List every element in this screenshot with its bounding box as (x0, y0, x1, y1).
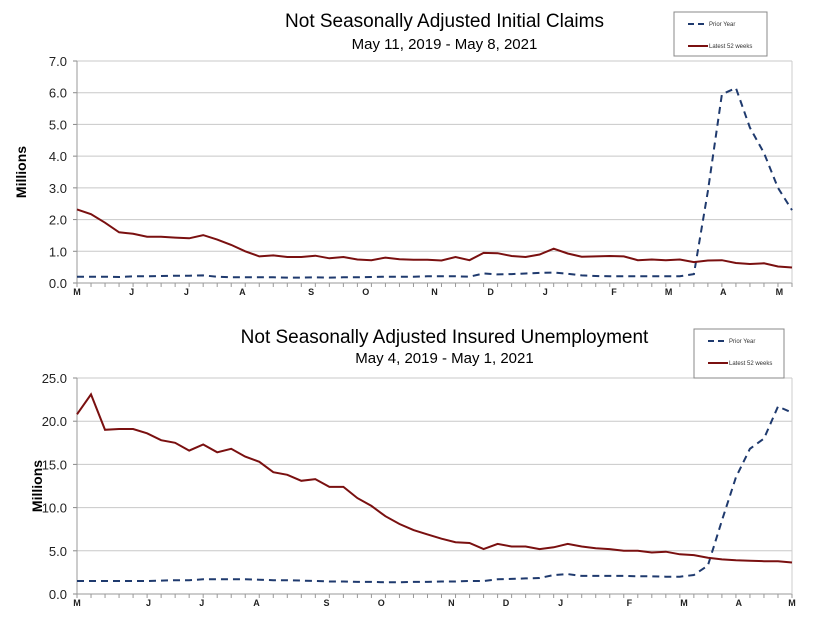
x-tick-label: A (735, 598, 742, 608)
y-tick-label: 6.0 (49, 86, 67, 101)
x-tick-label: N (448, 598, 455, 608)
legend-box (693, 328, 785, 379)
x-tick-label: M (680, 598, 688, 608)
x-tick-label: A (720, 287, 727, 297)
legend-box (673, 11, 768, 57)
legend-label: Prior Year (729, 339, 755, 345)
x-tick-label: M (73, 598, 81, 608)
x-tick-label: O (378, 598, 385, 608)
y-tick-label: 0.0 (49, 587, 67, 602)
y-tick-label: 15.0 (42, 457, 67, 472)
x-tick-label: M (788, 598, 796, 608)
series-line-prior-year (77, 405, 793, 584)
x-tick-label: J (543, 287, 548, 297)
x-tick-label: F (611, 287, 617, 297)
x-tick-label: F (627, 598, 633, 608)
y-tick-label: 2.0 (49, 213, 67, 228)
x-tick-label: N (431, 287, 438, 297)
chart-2: Not Seasonally Adjusted Insured Unemploy… (29, 327, 796, 608)
x-tick-label: J (129, 287, 134, 297)
legend: Prior Year Latest 52 weeks (673, 11, 768, 57)
y-tick-label: 25.0 (42, 371, 67, 386)
x-tick-label: A (239, 287, 246, 297)
y-tick-label: 3.0 (49, 181, 67, 196)
chart-subtitle: May 11, 2019 - May 8, 2021 (352, 36, 538, 53)
y-tick-label: 10.0 (42, 501, 67, 516)
x-tick-label: M (776, 287, 784, 297)
x-tick-label: D (487, 287, 494, 297)
x-tick-label: O (362, 287, 369, 297)
series-line-latest-52-weeks (76, 208, 793, 269)
x-tick-label: J (184, 287, 189, 297)
x-tick-label: S (308, 287, 314, 297)
x-tick-label: A (253, 598, 260, 608)
chart-1: Not Seasonally Adjusted Initial Claims Ma… (13, 11, 793, 297)
chart-title: Not Seasonally Adjusted Insured Unemploy… (241, 327, 649, 348)
y-tick-label: 5.0 (49, 544, 67, 559)
legend-label: Latest 52 weeks (729, 361, 772, 367)
x-tick-label: J (199, 598, 204, 608)
legend-label: Latest 52 weeks (709, 44, 752, 50)
legend: Prior Year Latest 52 weeks (693, 328, 785, 379)
y-axis-label: Millions (13, 146, 29, 198)
chart-subtitle: May 4, 2019 - May 1, 2021 (355, 350, 533, 367)
y-tick-label: 4.0 (49, 149, 67, 164)
x-tick-label: D (503, 598, 510, 608)
x-tick-label: M (73, 287, 81, 297)
x-tick-label: S (324, 598, 330, 608)
y-tick-label: 20.0 (42, 414, 67, 429)
legend-label: Prior Year (709, 22, 735, 28)
y-tick-label: 5.0 (49, 117, 67, 132)
x-tick-label: J (146, 598, 151, 608)
x-tick-label: M (665, 287, 673, 297)
y-tick-label: 1.0 (49, 244, 67, 259)
y-tick-label: 0.0 (49, 276, 67, 291)
chart-title: Not Seasonally Adjusted Initial Claims (285, 11, 604, 32)
y-tick-label: 7.0 (49, 54, 67, 69)
y-axis-label: Millions (29, 460, 45, 512)
x-tick-label: J (558, 598, 563, 608)
series-line-prior-year (77, 86, 793, 279)
series-line-latest-52-weeks (76, 392, 793, 564)
